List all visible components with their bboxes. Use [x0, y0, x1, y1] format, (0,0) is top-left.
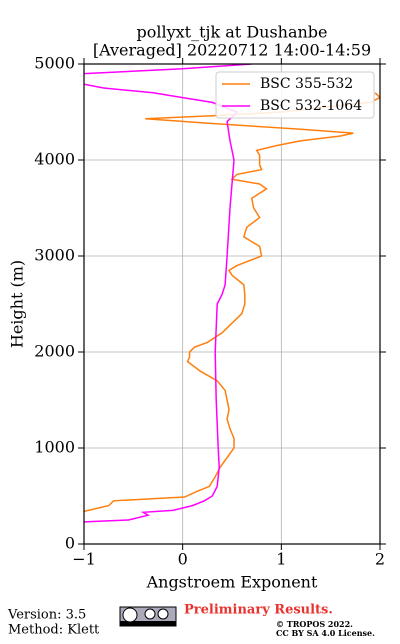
cc-icon — [119, 606, 177, 627]
data-line — [84, 92, 380, 513]
x-tick-label: 0 — [178, 550, 188, 569]
x-tick-label: 2 — [375, 550, 385, 569]
y-axis-label: Height (m) — [8, 260, 27, 348]
legend-label: BSC 355-532 — [260, 76, 353, 92]
chart-title: pollyxt_tjk at Dushanbe — [136, 23, 327, 42]
chart-subtitle: [Averaged] 20220712 14:00-14:59 — [93, 41, 371, 60]
y-tick-label: 2000 — [34, 342, 75, 361]
version: Version: 3.5 — [7, 608, 86, 623]
plot-area — [84, 64, 380, 523]
y-tick-label: 0 — [65, 534, 75, 553]
plot-frame — [83, 63, 381, 545]
status: Preliminary Results. — [184, 603, 333, 618]
method: Method: Klett — [8, 623, 100, 638]
y-tick-label: 3000 — [34, 246, 75, 265]
legend-label: BSC 532-1064 — [260, 98, 362, 114]
legend-box — [215, 71, 375, 119]
copyright: © TROPOS 2022. — [276, 619, 353, 629]
y-tick-label: 4000 — [34, 150, 75, 169]
y-tick-label: 5000 — [34, 54, 75, 73]
license: CC BY SA 4.0 License. — [276, 628, 375, 638]
x-tick-label: 1 — [276, 550, 286, 569]
x-axis-label: Angstroem Exponent — [146, 573, 318, 592]
data-line — [84, 64, 252, 523]
x-tick-label: −1 — [72, 550, 96, 569]
y-tick-label: 1000 — [34, 438, 75, 457]
